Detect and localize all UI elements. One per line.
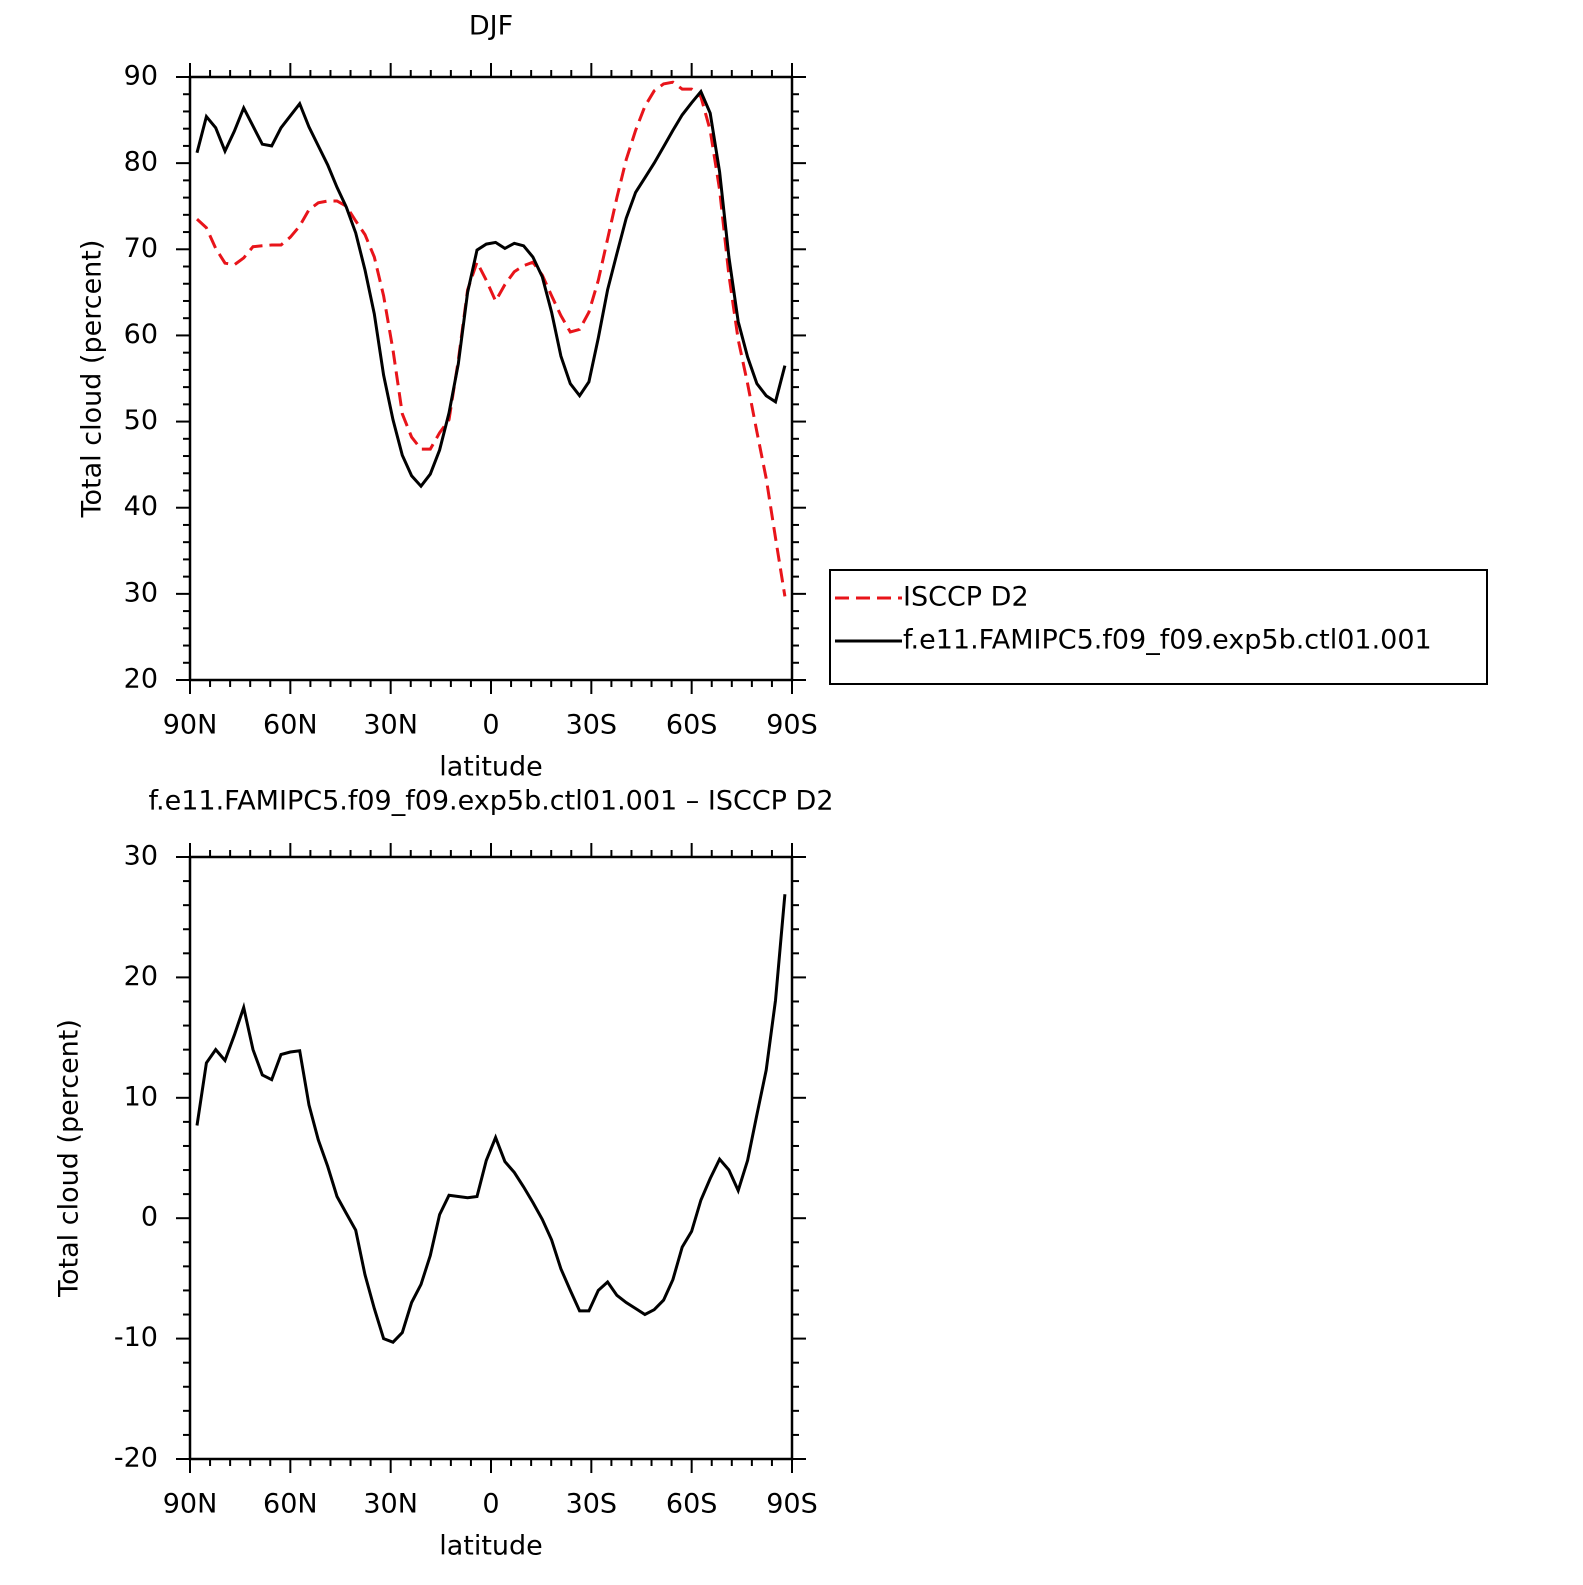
y-tick-label: 50 bbox=[124, 405, 158, 436]
legend-box bbox=[829, 569, 1488, 685]
plot-frame bbox=[188, 855, 794, 1461]
y-tick-label: 70 bbox=[124, 233, 158, 264]
x-tick-label: 60S bbox=[666, 1489, 718, 1520]
y-tick-label: 60 bbox=[124, 319, 158, 350]
x-tick-label: 60N bbox=[263, 1489, 318, 1520]
x-tick-label: 90N bbox=[163, 710, 218, 741]
x-tick-label: 30N bbox=[363, 1489, 418, 1520]
legend-label: f.e11.FAMIPC5.f09_f09.exp5b.ctl01.001 bbox=[903, 625, 1432, 656]
x-tick-label: 30S bbox=[566, 1489, 618, 1520]
x-tick-label: 90N bbox=[163, 1489, 218, 1520]
y-tick-label: 20 bbox=[124, 664, 158, 695]
x-tick-label: 0 bbox=[482, 1489, 499, 1520]
legend-label: ISCCP D2 bbox=[903, 582, 1029, 613]
chart-title: f.e11.FAMIPC5.f09_f09.exp5b.ctl01.001 – … bbox=[148, 786, 833, 817]
y-tick-label: 10 bbox=[124, 1081, 158, 1112]
y-tick-label: -10 bbox=[114, 1322, 158, 1353]
y-tick-label: 90 bbox=[124, 61, 158, 92]
y-tick-label: 0 bbox=[141, 1202, 158, 1233]
y-tick-label: 40 bbox=[124, 491, 158, 522]
series-line bbox=[195, 80, 787, 597]
x-axis-label: latitude bbox=[439, 1531, 543, 1562]
y-tick-label: -20 bbox=[114, 1443, 158, 1474]
y-tick-label: 20 bbox=[124, 961, 158, 992]
series-line bbox=[195, 894, 787, 1344]
x-tick-label: 60N bbox=[263, 710, 318, 741]
y-tick-label: 80 bbox=[124, 147, 158, 178]
x-tick-label: 60S bbox=[666, 710, 718, 741]
x-tick-label: 0 bbox=[482, 710, 499, 741]
x-tick-label: 90S bbox=[766, 710, 818, 741]
chart-title: DJF bbox=[469, 11, 513, 42]
x-tick-label: 30S bbox=[566, 710, 618, 741]
x-axis-label: latitude bbox=[439, 752, 543, 783]
legend: ISCCP D2 f.e11.FAMIPC5.f09_f09.exp5b.ctl0… bbox=[829, 569, 1488, 685]
series-line bbox=[195, 88, 787, 489]
y-axis-label: Total cloud (percent) bbox=[54, 1019, 85, 1298]
y-tick-label: 30 bbox=[124, 577, 158, 608]
x-tick-label: 90S bbox=[766, 1489, 818, 1520]
y-tick-label: 30 bbox=[124, 841, 158, 872]
plot-frame bbox=[188, 75, 794, 682]
y-axis-label: Total cloud (percent) bbox=[77, 240, 108, 519]
x-tick-label: 30N bbox=[363, 710, 418, 741]
